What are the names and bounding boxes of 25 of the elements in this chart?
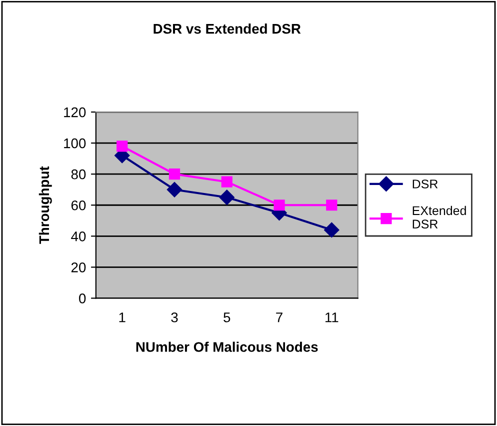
y-tick-label: 40 [71, 231, 86, 242]
y-tick-label: 100 [64, 138, 86, 148]
point [116, 140, 128, 152]
point [324, 222, 340, 238]
point [168, 168, 180, 180]
y-tick-label: 120 [64, 107, 86, 118]
x-tick-label: 5 [224, 312, 230, 322]
point [274, 200, 285, 211]
point [326, 200, 338, 211]
y-axis-title: Throughput [38, 166, 52, 244]
y-tick-label: 60 [71, 200, 86, 210]
legend-label: EXtended DSR [412, 206, 466, 229]
y-tick-label: 20 [71, 262, 86, 272]
x-tick-label: 1 [119, 312, 126, 322]
legend-label: DSR [412, 180, 438, 188]
y-tick-label: 80 [71, 169, 86, 180]
x-tick-label: 11 [325, 312, 338, 322]
x-tick-label: 3 [171, 312, 178, 322]
point [166, 182, 182, 198]
chart-title: DSR vs Extended DSR [154, 24, 301, 34]
y-tick-label: 0 [79, 294, 86, 304]
point [221, 176, 232, 188]
x-axis-title: NUmber Of Malicous Nodes [136, 342, 318, 352]
x-tick-label: 7 [276, 312, 282, 322]
point [219, 190, 234, 205]
